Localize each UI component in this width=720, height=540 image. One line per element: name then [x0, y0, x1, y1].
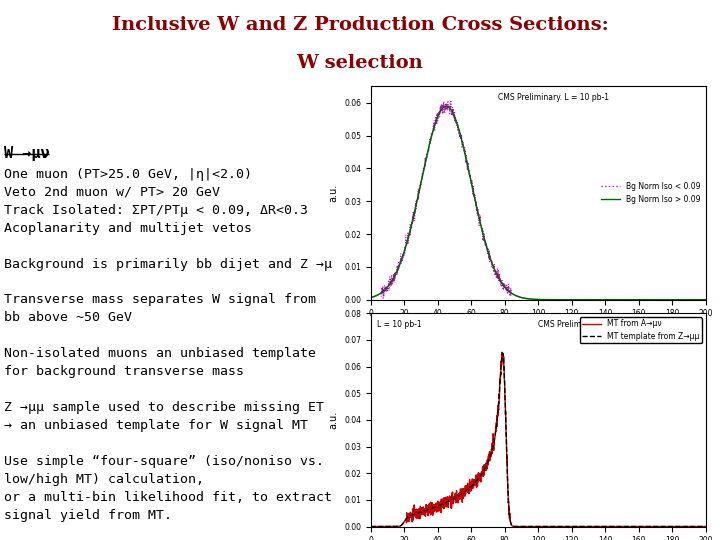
- Text: low/high MT) calculation,: low/high MT) calculation,: [4, 473, 204, 486]
- Text: for background transverse mass: for background transverse mass: [4, 365, 243, 378]
- Text: bb above ~50 GeV: bb above ~50 GeV: [4, 312, 132, 325]
- Text: L = 10 pb-1: L = 10 pb-1: [377, 320, 422, 329]
- Text: signal yield from MT.: signal yield from MT.: [4, 509, 171, 522]
- Text: CMS Preliminary. L = 10 pb-1: CMS Preliminary. L = 10 pb-1: [498, 93, 609, 102]
- Y-axis label: a.u.: a.u.: [328, 411, 338, 429]
- Text: Acoplanarity and multijet vetos: Acoplanarity and multijet vetos: [4, 222, 251, 235]
- Text: Use simple “four-square” (iso/noniso vs.: Use simple “four-square” (iso/noniso vs.: [4, 455, 323, 468]
- Y-axis label: a.u.: a.u.: [328, 184, 338, 202]
- Text: One muon (PT>25.0 GeV, |η|<2.0): One muon (PT>25.0 GeV, |η|<2.0): [4, 168, 251, 181]
- Text: Track Isolated: ΣPT/PTμ < 0.09, ΔR<0.3: Track Isolated: ΣPT/PTμ < 0.09, ΔR<0.3: [4, 204, 307, 217]
- Legend: Bg Norm Iso < 0.09, Bg Norm Iso > 0.09: Bg Norm Iso < 0.09, Bg Norm Iso > 0.09: [599, 180, 702, 206]
- Text: or a multi-bin likelihood fit, to extract: or a multi-bin likelihood fit, to extrac…: [4, 491, 332, 504]
- Text: Background is primarily bb dijet and Z →μ: Background is primarily bb dijet and Z →…: [4, 258, 332, 271]
- Text: Non-isolated muons an unbiased template: Non-isolated muons an unbiased template: [4, 347, 315, 360]
- Text: Veto 2nd muon w/ PT> 20 GeV: Veto 2nd muon w/ PT> 20 GeV: [4, 186, 220, 199]
- Legend: MT from A→μν, MT template from Z→μμ: MT from A→μν, MT template from Z→μμ: [580, 317, 702, 343]
- X-axis label: $M_T$ (GeV/c$^2$): $M_T$ (GeV/c$^2$): [509, 324, 567, 339]
- Text: Z →μμ sample used to describe missing ET: Z →μμ sample used to describe missing ET: [4, 401, 323, 414]
- Text: CMS Preliminary: CMS Preliminary: [539, 320, 601, 329]
- Text: W →μν: W →μν: [4, 146, 49, 160]
- Text: Transverse mass separates W signal from: Transverse mass separates W signal from: [4, 293, 315, 307]
- Text: Inclusive W and Z Production Cross Sections:: Inclusive W and Z Production Cross Secti…: [112, 16, 608, 34]
- Text: → an unbiased template for W signal MT: → an unbiased template for W signal MT: [4, 419, 307, 432]
- Text: W selection: W selection: [297, 54, 423, 72]
